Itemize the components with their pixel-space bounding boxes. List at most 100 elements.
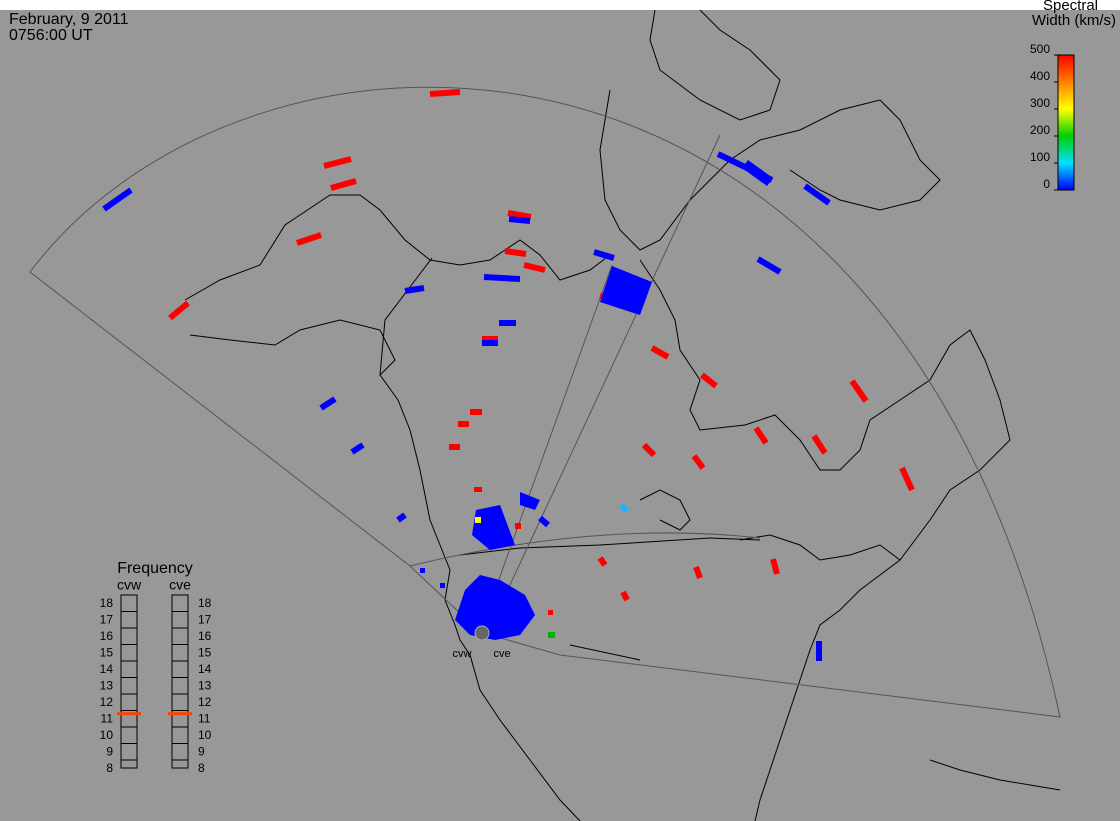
- echo: [597, 556, 608, 567]
- top-strip: [0, 0, 1120, 10]
- echo: [538, 515, 550, 528]
- frequency-tick-label: 14: [100, 662, 114, 676]
- colorbar-tick-label: 200: [1030, 123, 1050, 137]
- echo-patch: [472, 505, 515, 550]
- colorbar-title: Width (km/s): [1032, 12, 1116, 29]
- echo: [548, 632, 555, 638]
- time-label: 0756:00 UT: [9, 27, 93, 44]
- frequency-tick-label: 17: [198, 613, 212, 627]
- colorbar-tick-label: 500: [1030, 42, 1050, 56]
- echo: [420, 568, 425, 573]
- coastline: [649, 9, 781, 121]
- frequency-tick-label: 10: [100, 728, 114, 742]
- echo: [700, 372, 718, 389]
- frequency-tick-label: 8: [106, 761, 113, 775]
- echo: [620, 590, 630, 602]
- frequency-tick-label: 13: [100, 679, 114, 693]
- echo: [650, 345, 670, 360]
- echo: [770, 558, 780, 575]
- radar-name: cve: [169, 577, 191, 593]
- frequency-tick-label: 16: [198, 629, 212, 643]
- background: [0, 10, 1120, 821]
- field-of-view: [29, 86, 1061, 718]
- coastline: [189, 319, 581, 821]
- frequency-tick-label: 11: [101, 712, 114, 726]
- echo: [296, 232, 322, 246]
- colorbar-title: Spectral: [1043, 0, 1098, 14]
- date-label: February, 9 2011: [9, 11, 129, 28]
- echo: [593, 249, 615, 261]
- coastlines: [184, 9, 1061, 821]
- echo: [811, 434, 828, 455]
- coastline: [639, 259, 1011, 821]
- frequency-tick-label: 11: [198, 712, 211, 726]
- echo: [849, 379, 869, 403]
- colorbar-tick-label: 400: [1030, 69, 1050, 83]
- radar-label: cvw: [453, 648, 472, 660]
- echo: [330, 178, 357, 191]
- echo: [504, 248, 527, 257]
- echo: [319, 396, 337, 411]
- echo: [899, 466, 915, 492]
- frequency-tick-label: 8: [198, 761, 205, 775]
- echo: [753, 426, 769, 445]
- echo: [508, 216, 531, 224]
- echo: [507, 210, 532, 220]
- colorbar: [1057, 54, 1075, 191]
- frequency-tick-label: 10: [198, 728, 212, 742]
- echo: [756, 256, 782, 275]
- echo: [396, 512, 407, 523]
- echo-group-blue: [102, 151, 831, 661]
- echo-group-red: [168, 89, 915, 602]
- echoes: [102, 89, 915, 661]
- frequency-tick-label: 15: [100, 646, 114, 660]
- echo: [168, 300, 190, 321]
- frequency-title: Frequency: [117, 560, 193, 577]
- colorbar-tick-label: 0: [1043, 177, 1050, 191]
- coastline: [599, 89, 941, 251]
- echo: [548, 610, 553, 615]
- frequency-tick-label: 14: [198, 662, 212, 676]
- echo: [350, 442, 365, 455]
- echo: [474, 487, 482, 492]
- frequency-tick-label: 18: [100, 596, 114, 610]
- frequency-tick-label: 9: [198, 745, 205, 759]
- radar-label: cve: [493, 648, 510, 660]
- frequency-tick-label: 12: [100, 695, 114, 709]
- echo: [523, 262, 546, 273]
- radar-site: [474, 625, 490, 641]
- colorbar-tick-label: 100: [1030, 150, 1050, 164]
- coastline: [184, 194, 611, 301]
- frequency-tick-label: 18: [198, 596, 212, 610]
- echo: [619, 503, 629, 513]
- echo: [691, 454, 706, 470]
- fan-outline: [29, 86, 1061, 718]
- echo: [693, 565, 703, 580]
- coastline: [639, 489, 901, 561]
- echo: [515, 523, 521, 529]
- echo-patch: [455, 575, 535, 640]
- frequency-tick-label: 12: [198, 695, 212, 709]
- echo: [475, 517, 481, 523]
- frequency-tick-label: 16: [100, 629, 114, 643]
- echo: [429, 89, 461, 97]
- echo-patch: [520, 492, 540, 510]
- colorbar-tick-label: 300: [1030, 96, 1050, 110]
- frequency-tick-label: 9: [106, 745, 113, 759]
- echo-patch: [600, 266, 652, 315]
- frequency-tick-label: 17: [100, 613, 114, 627]
- fan-inner-arc: [409, 532, 761, 567]
- echo: [102, 187, 133, 212]
- frequency-tick-label: 15: [198, 646, 212, 660]
- echo: [742, 159, 773, 187]
- echo: [803, 183, 831, 206]
- border: [379, 257, 1061, 791]
- radar-name: cvw: [117, 577, 142, 593]
- echo: [440, 583, 445, 588]
- echo: [323, 156, 352, 169]
- frequency-tick-label: 13: [198, 679, 212, 693]
- beam-line: [479, 134, 721, 633]
- echo: [404, 285, 425, 294]
- echo: [641, 442, 657, 458]
